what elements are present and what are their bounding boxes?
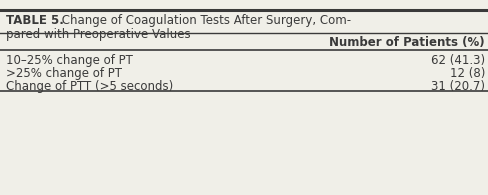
Text: TABLE 5.: TABLE 5. bbox=[6, 14, 64, 27]
Text: >25% change of PT: >25% change of PT bbox=[6, 67, 122, 80]
Text: Change of Coagulation Tests After Surgery, Com-: Change of Coagulation Tests After Surger… bbox=[58, 14, 350, 27]
Text: 62 (41.3): 62 (41.3) bbox=[430, 54, 484, 67]
Text: Number of Patients (%): Number of Patients (%) bbox=[329, 36, 484, 49]
Text: 10–25% change of PT: 10–25% change of PT bbox=[6, 54, 133, 67]
Text: Change of PTT (>5 seconds): Change of PTT (>5 seconds) bbox=[6, 80, 173, 93]
Text: 12 (8): 12 (8) bbox=[448, 67, 484, 80]
Text: 31 (20.7): 31 (20.7) bbox=[430, 80, 484, 93]
Text: pared with Preoperative Values: pared with Preoperative Values bbox=[6, 28, 190, 41]
